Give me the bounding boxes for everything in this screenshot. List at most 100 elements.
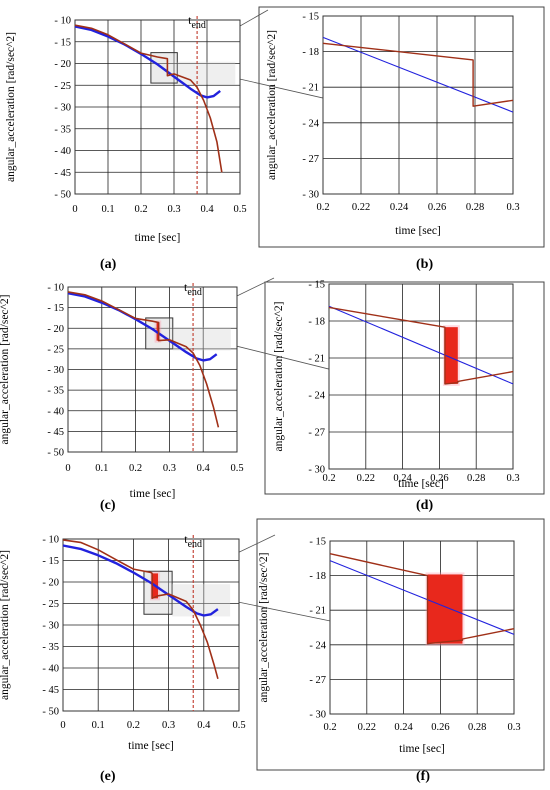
x-tick-label: 0.26 [431,722,449,733]
x-tick-label: 0 [60,720,65,731]
t-end-label: tend [184,280,202,298]
plot-frame [74,19,241,195]
y-tick-label: - 15 [309,537,326,548]
chatter-band [444,327,458,384]
chart-c: 0 0.1 0.2 0.3 0.4 0.5 - 10 - 15 - 20 - 25 - 30 - 35… [0,280,244,500]
series-line-1 [329,553,515,645]
y-tick-label: - 35 [42,642,59,653]
x-tick-label: 0.5 [230,463,243,474]
x-tick-label: 0.3 [506,202,519,213]
y-tick-label: - 20 [42,578,59,589]
x-axis-label: time [sec] [135,232,181,244]
chart-a: 0 0.1 0.2 0.3 0.4 0.5 - 10 - 15 - 20 - 25 - 30 - 35… [5,13,247,244]
x-axis-label: time [sec] [395,225,441,237]
y-tick-label: - 15 [302,12,319,23]
y-axis-label: angular_acceleration [rad/sec^2] [266,30,278,180]
y-axis-label: angular_acceleration [rad/sec^2] [273,301,285,451]
zoom-shade [172,584,231,617]
x-tick-label: 0.2 [129,463,142,474]
y-tick-label: - 18 [302,47,319,58]
y-tick-label: - 24 [309,640,326,651]
zoom-frame-d [264,281,545,495]
y-tick-label: - 21 [309,606,326,617]
zoom-box [143,570,173,615]
x-tick-label: 0.3 [162,720,175,731]
y-tick-label: - 40 [54,146,71,157]
x-axis-label: time [sec] [399,743,445,755]
y-tick-label: - 50 [42,707,59,718]
y-tick-label: - 50 [47,448,64,459]
y-tick-label: - 25 [54,81,71,92]
series-line-1 [328,306,514,385]
panel-label-b: (b) [416,257,433,272]
chatter-band [427,574,463,644]
zoom-frame-b [258,6,545,248]
y-tick-label: - 25 [47,344,64,355]
x-tick-label: 0 [65,463,70,474]
x-tick-label: 0.1 [95,463,108,474]
series-line-0 [329,560,515,635]
chart-d: 0.2 0.22 0.24 0.26 0.28 0.3 - 15 - 18 - 21 - 24 - … [273,280,520,491]
y-tick-label: - 40 [47,406,64,417]
x-tick-label: 0.28 [467,473,485,484]
y-tick-label: - 45 [42,685,59,696]
plot-frame [329,540,515,715]
plot-frame [328,283,514,470]
x-tick-label: 0.24 [393,473,412,484]
y-tick-label: - 30 [302,190,319,201]
x-tick-label: 0.2 [134,204,147,215]
series-line-1 [62,539,219,680]
x-tick-label: 0.1 [101,204,114,215]
series-line-1 [67,291,220,428]
x-tick-label: 0.22 [352,202,370,213]
y-axis-label: angular_acceleration [rad/sec^2] [0,294,11,444]
chart-b: 0.2 0.22 0.24 0.26 0.28 0.3 - 15 - 18 - 21 - 24 - … [266,12,520,238]
x-tick-label: 0.2 [127,720,140,731]
series-line-0 [62,544,219,617]
series-line-1 [74,24,223,173]
plot-frame [62,538,240,712]
x-tick-label: 0.22 [358,722,376,733]
y-tick-label: - 30 [308,465,325,476]
x-tick-label: 0.2 [322,473,335,484]
x-tick-label: 0.3 [506,473,519,484]
plot-area [330,541,514,714]
x-tick-label: 0.26 [430,473,448,484]
y-tick-label: - 35 [54,124,71,135]
series-line-0 [67,292,218,362]
x-tick-label: 0.22 [357,473,375,484]
zoom-frame-f [256,518,545,771]
x-tick-label: 0.3 [507,722,520,733]
x-tick-label: 0.2 [316,202,329,213]
y-tick-label: - 50 [54,190,71,201]
x-axis-label: time [sec] [398,478,444,490]
y-tick-label: - 15 [42,556,59,567]
x-tick-label: 0 [72,204,77,215]
y-tick-label: - 21 [308,354,325,365]
y-axis-label: angular_acceleration [rad/sec^2] [5,32,17,182]
y-tick-label: - 35 [47,386,64,397]
zoom-shade [177,61,236,85]
x-axis-label: time [sec] [128,740,174,752]
y-tick-label: - 30 [47,365,64,376]
x-tick-label: 0.24 [394,722,413,733]
chart-e: 0 0.1 0.2 0.3 0.4 0.5 - 10 - 15 - 20 - 25 - 30 - 35… [0,532,246,752]
charts: 0 0.1 0.2 0.3 0.4 0.5 - 10 - 15 - 20 - 25 - 30 - 35… [0,12,521,756]
x-tick-label: 0.3 [167,204,180,215]
t-end-label: tend [184,532,202,550]
plot-frame [322,15,514,195]
x-tick-label: 0.26 [428,202,446,213]
y-tick-label: - 27 [309,675,326,686]
y-tick-label: - 10 [54,16,71,27]
y-tick-label: - 27 [302,154,319,165]
x-tick-label: 0.4 [197,463,211,474]
y-tick-label: - 45 [54,168,71,179]
x-tick-label: 0.5 [233,204,246,215]
y-tick-label: - 30 [54,103,71,114]
x-tick-label: 0.3 [163,463,176,474]
y-tick-label: - 24 [302,118,319,129]
y-tick-label: - 10 [47,283,64,294]
x-tick-label: 0.28 [466,202,484,213]
y-tick-label: - 45 [47,427,64,438]
